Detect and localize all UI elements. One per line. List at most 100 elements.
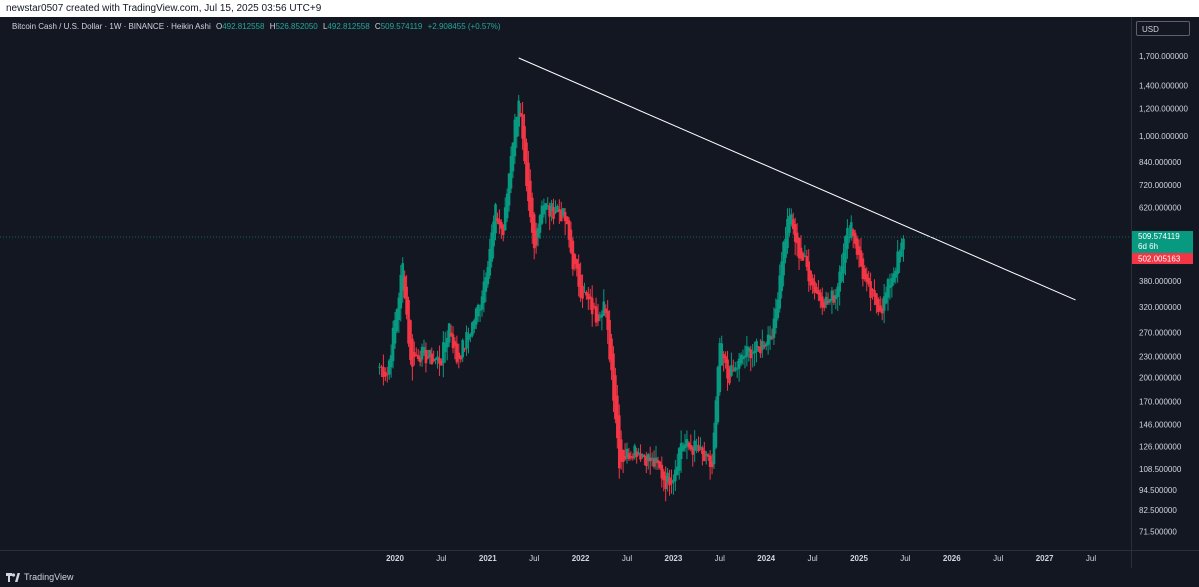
candle-body [492,221,495,247]
candle-body [683,444,687,449]
candle-body [552,207,555,219]
candle [583,282,586,293]
candle [548,202,551,231]
price-axis-label: 270.000000 [1139,328,1182,337]
candle [641,453,644,459]
candle [654,445,658,470]
candle-body [600,314,604,318]
candle [525,138,528,192]
candle-body [664,475,667,489]
candle-body [501,225,505,236]
candle-body [890,278,894,287]
candle-body [587,293,590,300]
candle-body [743,355,747,358]
candle-body [840,266,843,282]
time-axis-label: Jul [622,554,632,563]
candle-body [395,309,399,332]
candle [797,237,801,270]
candle-body [612,353,615,401]
candle-body [791,219,795,230]
price-axis-label: 82.500000 [1139,506,1177,515]
currency-button[interactable]: USD [1136,21,1190,36]
candle-body [571,240,575,270]
candle-body [385,374,389,376]
symbol-title[interactable]: Bitcoin Cash / U.S. Dollar · 1W · BINANC… [12,22,211,31]
candle-body [646,454,650,462]
candle [486,261,490,288]
candle [563,208,567,236]
tradingview-logo[interactable]: TradingView [6,571,74,583]
candle [581,274,584,308]
candle-body [457,352,461,359]
candle-body [677,448,681,471]
candle-body [706,454,710,457]
price-axis-label: 94.500000 [1139,486,1177,495]
candle [480,290,484,317]
candle [888,273,892,300]
candle [409,319,412,365]
time-axis-label: 2025 [850,554,868,563]
candle-body [739,354,743,364]
candle [724,351,727,369]
candle-body [733,367,737,371]
candle [826,292,830,305]
candle [747,346,751,362]
candle-body [851,229,855,236]
candle-body [704,453,708,456]
candle [598,311,602,322]
candle-body [848,237,851,239]
candle-body [472,320,476,329]
candle [875,293,878,314]
candle [635,447,638,464]
candle-body [716,367,720,423]
candle-body [590,297,594,315]
candle [542,198,546,218]
candle-body [525,142,528,187]
candle-body [434,358,437,361]
candle [855,235,859,260]
candle [658,460,662,470]
candle-body [875,293,878,305]
candle-body [697,445,700,452]
candle [569,221,573,255]
candle [735,360,739,378]
change-value: +2.908455 (+0.57%) [427,22,501,31]
candle [863,264,867,282]
candle [795,223,799,257]
candle-body [534,230,538,246]
candle-body [701,447,704,455]
candle [380,364,383,378]
candle-body [604,308,608,314]
candle-body [474,308,478,325]
candle [898,249,901,273]
candle [397,292,401,333]
candle [451,326,455,354]
candle-body [828,299,832,302]
price-axis-label: 840.000000 [1139,158,1182,167]
candle-body [652,458,656,467]
candlestick-chart[interactable]: 2,000.0000001,700.0000001,400.0000001,20… [0,17,1199,568]
candle [432,350,435,363]
candle-body [393,319,397,344]
candle [565,216,569,225]
candle-body [614,375,617,420]
candle-body [869,281,872,298]
candle [842,243,845,284]
candle-body [617,415,621,469]
candle-body [884,292,888,304]
candle [471,321,474,338]
candle [674,460,677,491]
chart-pane[interactable]: 2,000.0000001,700.0000001,400.0000001,20… [0,17,1199,568]
candle [455,335,459,365]
candle [668,469,671,496]
candle [457,343,461,369]
candle-body [529,180,532,217]
candle [871,288,874,300]
candle [774,298,778,334]
candle-body [639,453,642,460]
candle-body [436,356,439,360]
countdown-value: 6d 6h [1138,242,1158,251]
candle-body [888,285,892,289]
candle [691,445,695,467]
candle [710,453,714,475]
